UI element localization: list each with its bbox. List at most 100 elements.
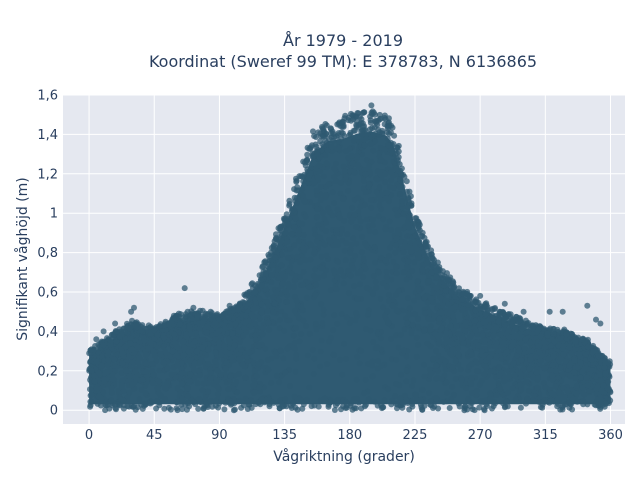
data-point xyxy=(350,137,357,144)
data-point xyxy=(320,126,327,133)
data-point xyxy=(331,312,338,319)
data-point xyxy=(443,330,450,337)
data-point xyxy=(401,326,408,333)
data-point xyxy=(469,390,475,397)
data-point xyxy=(398,371,405,378)
data-point xyxy=(504,389,511,396)
data-point xyxy=(404,295,411,302)
data-point xyxy=(415,341,422,348)
data-point xyxy=(300,245,307,252)
data-point xyxy=(253,373,260,380)
data-point xyxy=(339,123,346,130)
data-point xyxy=(580,398,587,404)
data-point xyxy=(382,226,389,233)
data-point xyxy=(311,355,318,362)
data-point xyxy=(181,344,188,351)
data-point xyxy=(282,396,289,403)
data-point xyxy=(393,400,400,407)
data-point xyxy=(435,352,442,359)
data-point xyxy=(207,375,214,382)
data-point xyxy=(368,158,375,165)
data-point xyxy=(258,276,265,283)
data-point xyxy=(343,240,350,246)
data-point xyxy=(271,300,278,307)
data-point xyxy=(567,401,574,408)
data-point xyxy=(430,405,436,411)
data-point xyxy=(443,390,450,396)
data-point xyxy=(581,391,588,398)
data-point xyxy=(413,353,420,360)
data-point xyxy=(395,226,401,233)
data-point xyxy=(194,380,201,387)
data-point xyxy=(138,386,145,393)
data-point xyxy=(411,259,418,266)
data-point xyxy=(505,327,512,334)
data-point xyxy=(112,405,119,412)
data-point xyxy=(329,189,336,196)
data-point xyxy=(292,368,299,375)
data-point xyxy=(433,362,440,369)
data-point xyxy=(475,342,482,349)
data-point xyxy=(236,356,243,363)
data-point xyxy=(300,268,307,275)
data-point xyxy=(509,385,516,392)
data-point xyxy=(468,381,475,388)
data-point xyxy=(334,320,341,327)
data-point xyxy=(266,403,273,410)
data-point xyxy=(322,152,329,159)
data-point xyxy=(264,307,271,314)
data-point xyxy=(101,376,108,383)
data-point xyxy=(230,407,237,414)
data-point xyxy=(403,367,410,374)
data-point xyxy=(446,405,453,411)
data-point xyxy=(142,400,148,407)
data-point xyxy=(473,327,479,334)
data-point xyxy=(354,353,361,360)
data-point xyxy=(98,362,105,369)
chart-title-line2: Koordinat (Sweref 99 TM): E 378783, N 61… xyxy=(149,52,537,71)
data-point xyxy=(392,393,398,400)
data-point xyxy=(294,253,301,260)
data-point xyxy=(479,332,486,339)
data-point xyxy=(300,232,307,238)
data-point xyxy=(537,357,544,364)
data-point xyxy=(273,289,280,296)
data-point xyxy=(366,163,372,170)
data-point xyxy=(442,358,449,365)
data-point xyxy=(315,221,322,228)
data-point xyxy=(459,306,466,313)
data-point xyxy=(221,406,228,413)
data-point xyxy=(404,243,411,250)
data-point xyxy=(361,403,368,410)
data-point xyxy=(529,329,536,336)
data-point xyxy=(391,132,398,139)
data-point xyxy=(265,319,272,326)
data-point xyxy=(502,403,509,410)
data-point xyxy=(372,111,378,118)
data-point xyxy=(333,238,340,245)
data-point xyxy=(385,319,392,326)
y-tick-label: 0,2 xyxy=(37,364,58,379)
data-point xyxy=(355,162,361,169)
data-point xyxy=(149,380,156,387)
data-point xyxy=(227,373,234,380)
data-point xyxy=(385,142,392,149)
data-point xyxy=(319,320,326,327)
data-point xyxy=(379,130,386,137)
data-point xyxy=(161,405,168,412)
data-point xyxy=(317,234,324,241)
data-point xyxy=(216,344,222,351)
data-point xyxy=(393,165,400,172)
data-point xyxy=(306,330,313,337)
data-point xyxy=(552,367,559,374)
data-point xyxy=(322,121,329,127)
data-point xyxy=(104,361,111,368)
data-point xyxy=(309,346,316,353)
data-point xyxy=(536,399,543,405)
data-point xyxy=(388,356,395,363)
data-point xyxy=(341,217,348,224)
data-point xyxy=(134,359,141,366)
data-point xyxy=(421,402,428,409)
data-point xyxy=(186,325,193,332)
data-point xyxy=(213,379,219,385)
